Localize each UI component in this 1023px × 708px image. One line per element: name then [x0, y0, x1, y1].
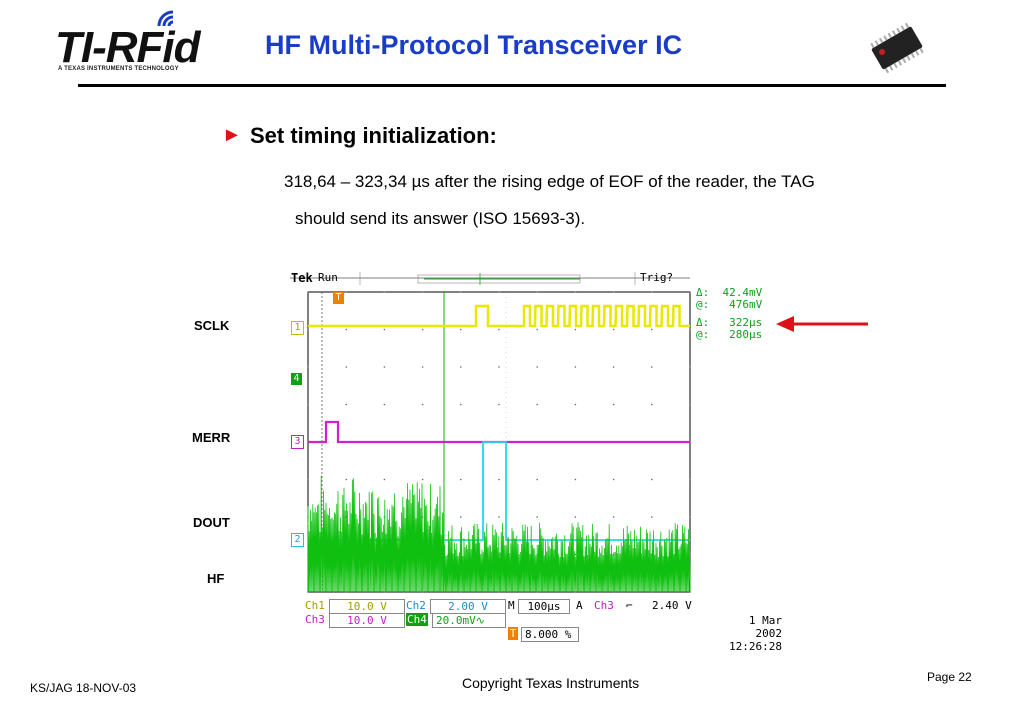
dout-trace — [308, 441, 690, 541]
chip-image — [870, 22, 924, 74]
ch1-scale[interactable]: 10.0 V — [329, 599, 405, 614]
ch3-label: Ch3 — [305, 613, 325, 626]
scope-datetime: 1 Mar 2002 12:26:28 — [720, 614, 782, 653]
meas-delta-t-value: 322µs — [729, 316, 763, 329]
scope-time: 12:26:28 — [729, 640, 782, 653]
oscilloscope-screen — [290, 272, 691, 593]
meas-at-t-symbol: @: — [696, 328, 710, 341]
scope-date: 1 Mar 2002 — [748, 614, 782, 640]
ch4-marker[interactable]: 4 — [291, 373, 302, 385]
body-line-2: should send its answer (ISO 15693-3). — [295, 209, 586, 228]
scope-brand: Tek — [291, 271, 313, 285]
trigger-level[interactable]: 2.40 V — [652, 599, 692, 612]
trigger-marker[interactable]: T — [333, 292, 344, 304]
meas-delta-v-symbol: Δ: — [696, 286, 710, 299]
logo-text: TI-RFid — [55, 23, 201, 72]
bullet-arrow-icon: ► — [222, 124, 242, 146]
timebase-value[interactable]: 100µs — [518, 599, 570, 614]
trigger-position[interactable]: 8.000 % — [521, 627, 579, 642]
footer-author-date: KS/JAG 18-NOV-03 — [30, 681, 137, 695]
timebase-label: M — [508, 599, 515, 612]
ch4-scale-value: 20.0mV — [436, 614, 476, 627]
ch1-marker[interactable]: 1 — [291, 321, 304, 335]
sclk-trace — [308, 304, 690, 328]
meas-delta-v-value: 42.4mV — [722, 286, 763, 299]
scope-trigger-status: Trig? — [640, 271, 674, 284]
ch4-label: Ch4 — [406, 613, 428, 626]
meas-delta-t-symbol: Δ: — [696, 316, 710, 329]
signal-label-dout: DOUT — [193, 515, 230, 530]
bullet-heading: Set timing initialization: — [250, 123, 497, 148]
body-line-1: 318,64 – 323,34 µs after the rising edge… — [284, 172, 815, 191]
footer-copyright: Copyright Texas Instruments — [462, 675, 640, 691]
header-divider — [78, 84, 946, 87]
ch1-label: Ch1 — [305, 599, 325, 612]
trigger-slope-icon: ⌐ — [626, 599, 633, 612]
ch4-coupling-icon: ∿ — [475, 614, 485, 627]
red-arrow-icon — [776, 316, 868, 332]
hf-trace — [307, 475, 691, 593]
meas-at-t-value: 280µs — [729, 328, 763, 341]
signal-label-sclk: SCLK — [194, 318, 230, 333]
meas-at-v-value: 476mV — [729, 298, 763, 311]
cursor-measurements: Δ: 42.4mV @: 476mV Δ: 322µs @: 280µs — [696, 287, 762, 341]
ch2-marker[interactable]: 2 — [291, 533, 304, 547]
ch4-scale[interactable]: 20.0mV∿ — [432, 613, 506, 628]
scope-mode: Run — [318, 271, 338, 284]
page-title: HF Multi-Protocol Transceiver IC — [265, 30, 683, 60]
trigger-source: Ch3 — [594, 599, 614, 612]
page-number: Page 22 — [927, 670, 972, 684]
ti-rfid-logo — [157, 10, 174, 27]
meas-at-v-symbol: @: — [696, 298, 710, 311]
merr-trace — [308, 420, 690, 444]
ch3-scale[interactable]: 10.0 V — [329, 613, 405, 628]
ch2-scale[interactable]: 2.00 V — [430, 599, 506, 614]
trigger-position-icon: T — [508, 627, 518, 640]
trigger-label: A — [576, 599, 583, 612]
ch2-label: Ch2 — [406, 599, 426, 612]
signal-label-hf: HF — [207, 571, 225, 586]
logo-subtext: A TEXAS INSTRUMENTS TECHNOLOGY — [58, 66, 179, 72]
signal-label-merr: MERR — [192, 430, 231, 445]
ch3-marker[interactable]: 3 — [291, 435, 304, 449]
